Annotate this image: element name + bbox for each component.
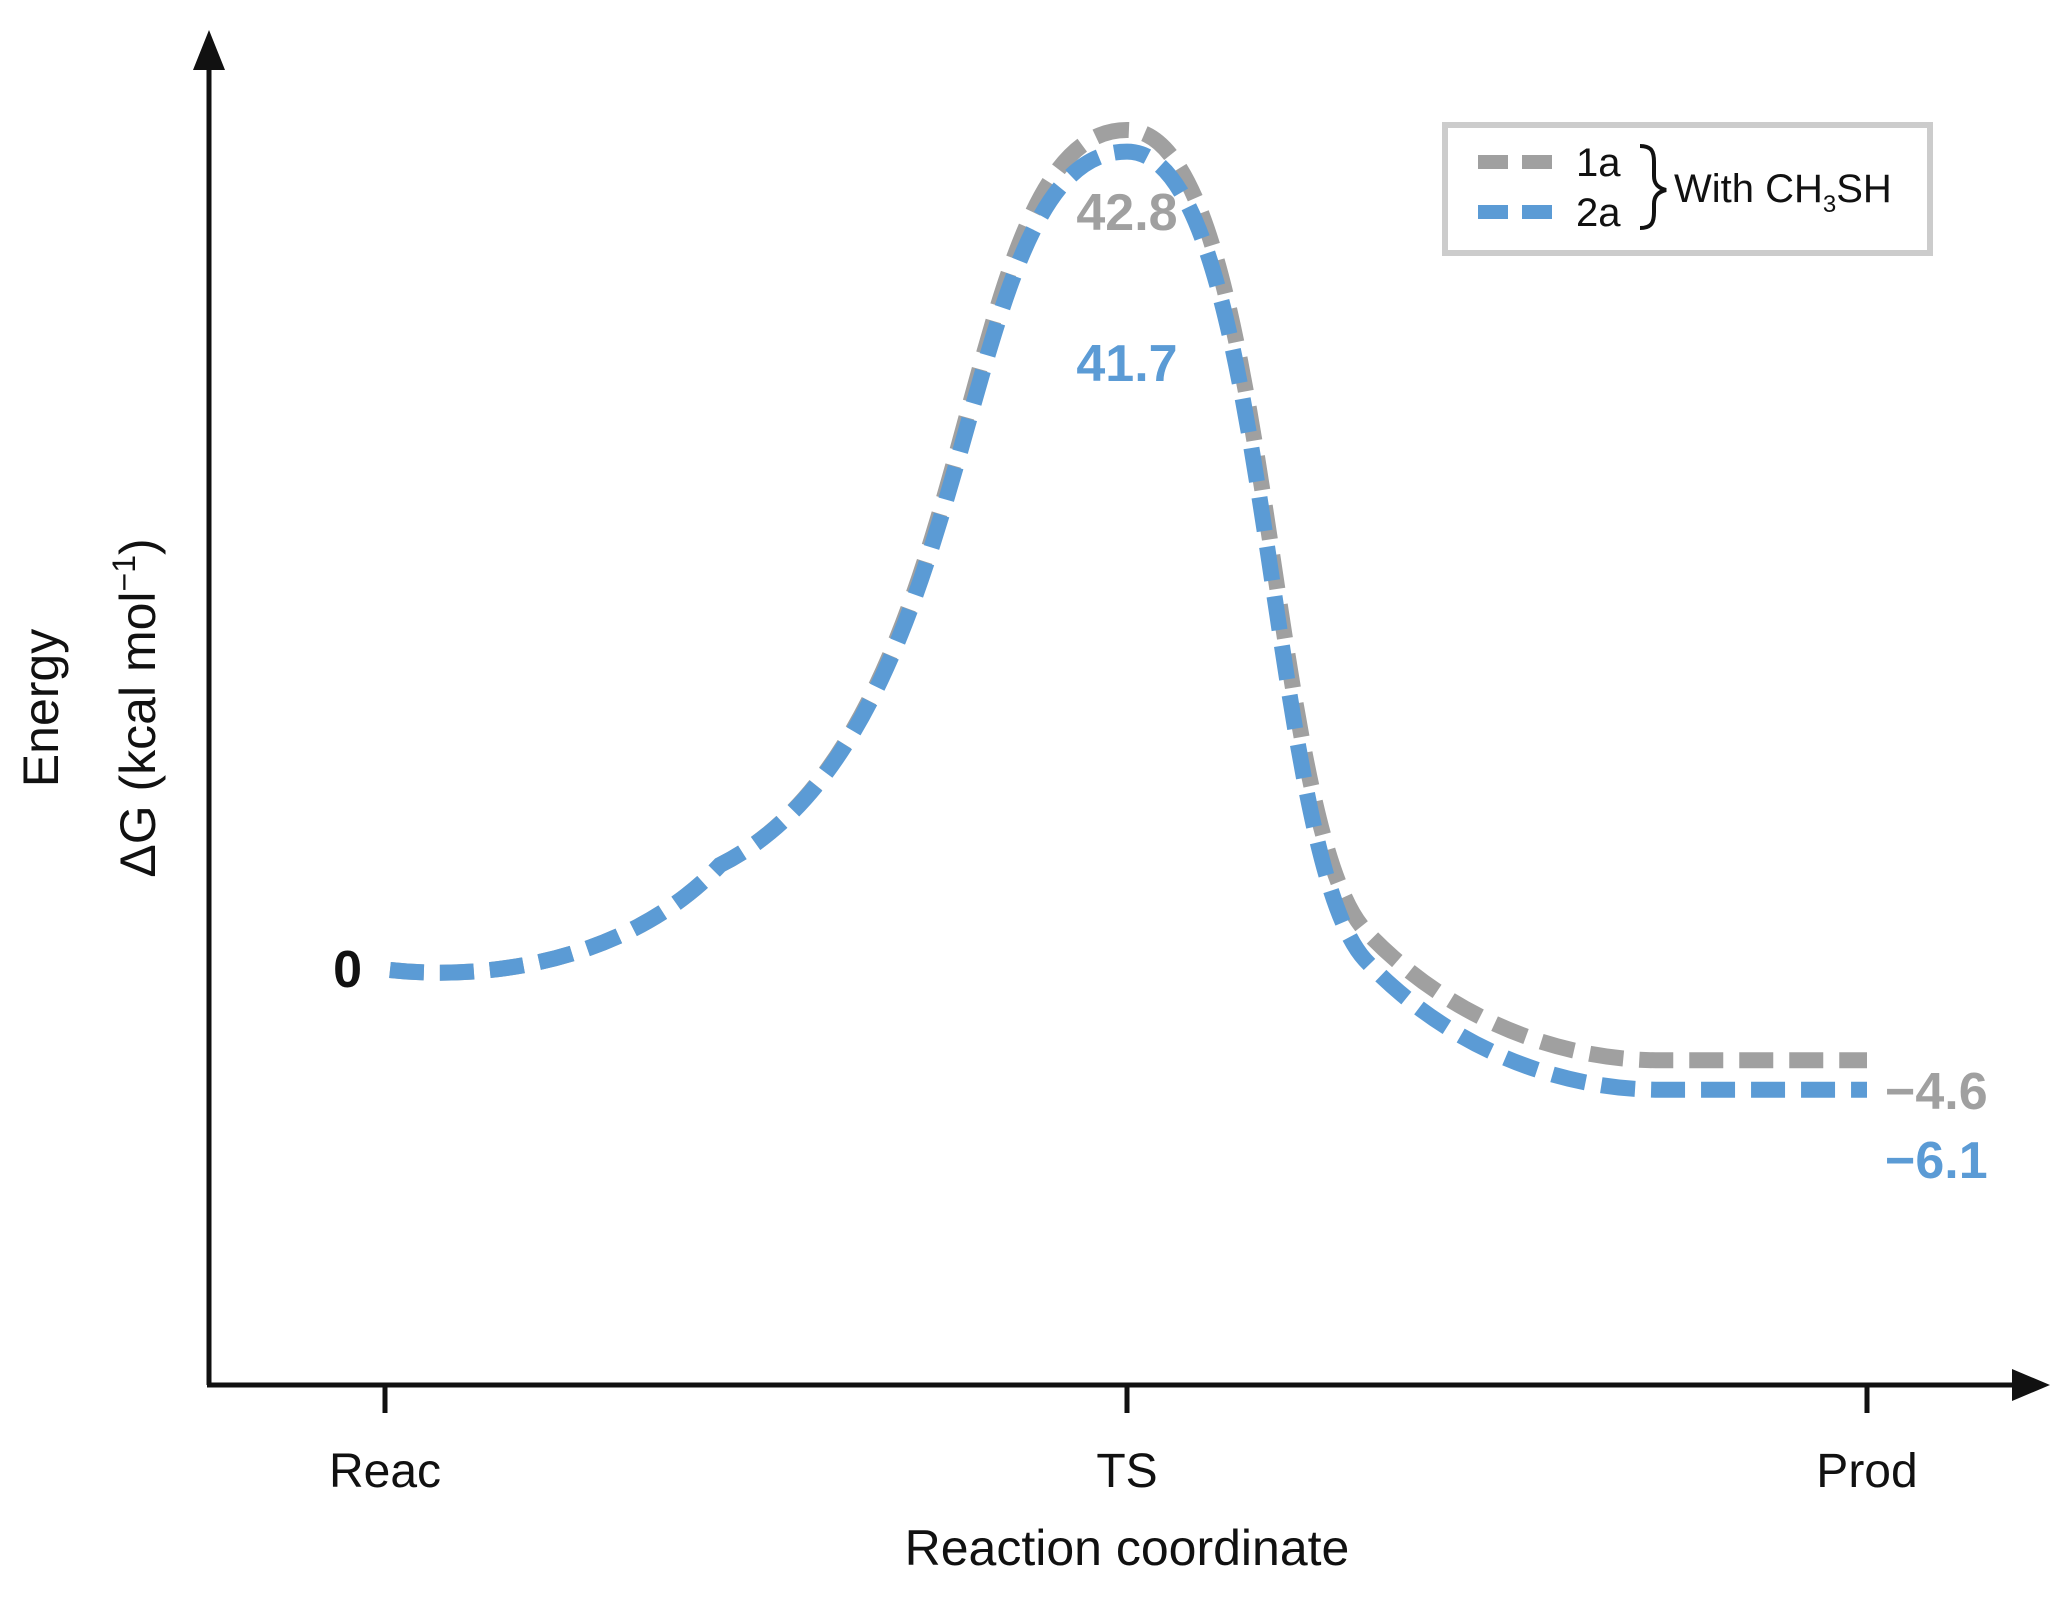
y-axis-title-close-paren: ) <box>110 538 166 555</box>
legend: 1a 2a With CH3SH <box>1442 122 1933 256</box>
legend-label-2a: 2a <box>1576 191 1621 235</box>
legend-group-label: With CH3SH <box>1674 167 1892 218</box>
x-tick-label-ts: TS <box>1096 1445 1157 1498</box>
y-axis-title-unit: ΔG (kcal mol <box>110 591 166 877</box>
legend-brace <box>1639 144 1667 230</box>
legend-box <box>1442 122 1933 256</box>
legend-group-prefix: With CH <box>1674 167 1823 211</box>
series-2a-curve <box>389 143 1867 1098</box>
x-tick-label-reac: Reac <box>329 1445 441 1498</box>
legend-group-subscript: 3 <box>1823 191 1836 218</box>
series-2a-prod-label: −6.1 <box>1885 1132 1988 1190</box>
legend-group-suffix: SH <box>1836 167 1892 211</box>
y-axis-title-line1: Energy <box>13 629 69 787</box>
x-axis-arrow <box>2012 1369 2050 1401</box>
x-axis-title: Reaction coordinate <box>905 1520 1350 1576</box>
y-axis-title-line2: ΔG (kcal mol−1) <box>106 538 166 877</box>
start-value-label: 0 <box>333 941 362 999</box>
series-1a-ts-label: 42.8 <box>1076 184 1177 242</box>
y-axis-arrow <box>193 30 225 70</box>
x-tick-label-prod: Prod <box>1816 1445 1917 1498</box>
series-1a-curve <box>389 121 1867 1069</box>
series-1a-prod-label: −4.6 <box>1885 1063 1988 1121</box>
y-axis-title-superscript: −1 <box>106 555 142 591</box>
series-2a-ts-label: 41.7 <box>1076 335 1177 393</box>
legend-label-1a: 1a <box>1576 141 1621 185</box>
